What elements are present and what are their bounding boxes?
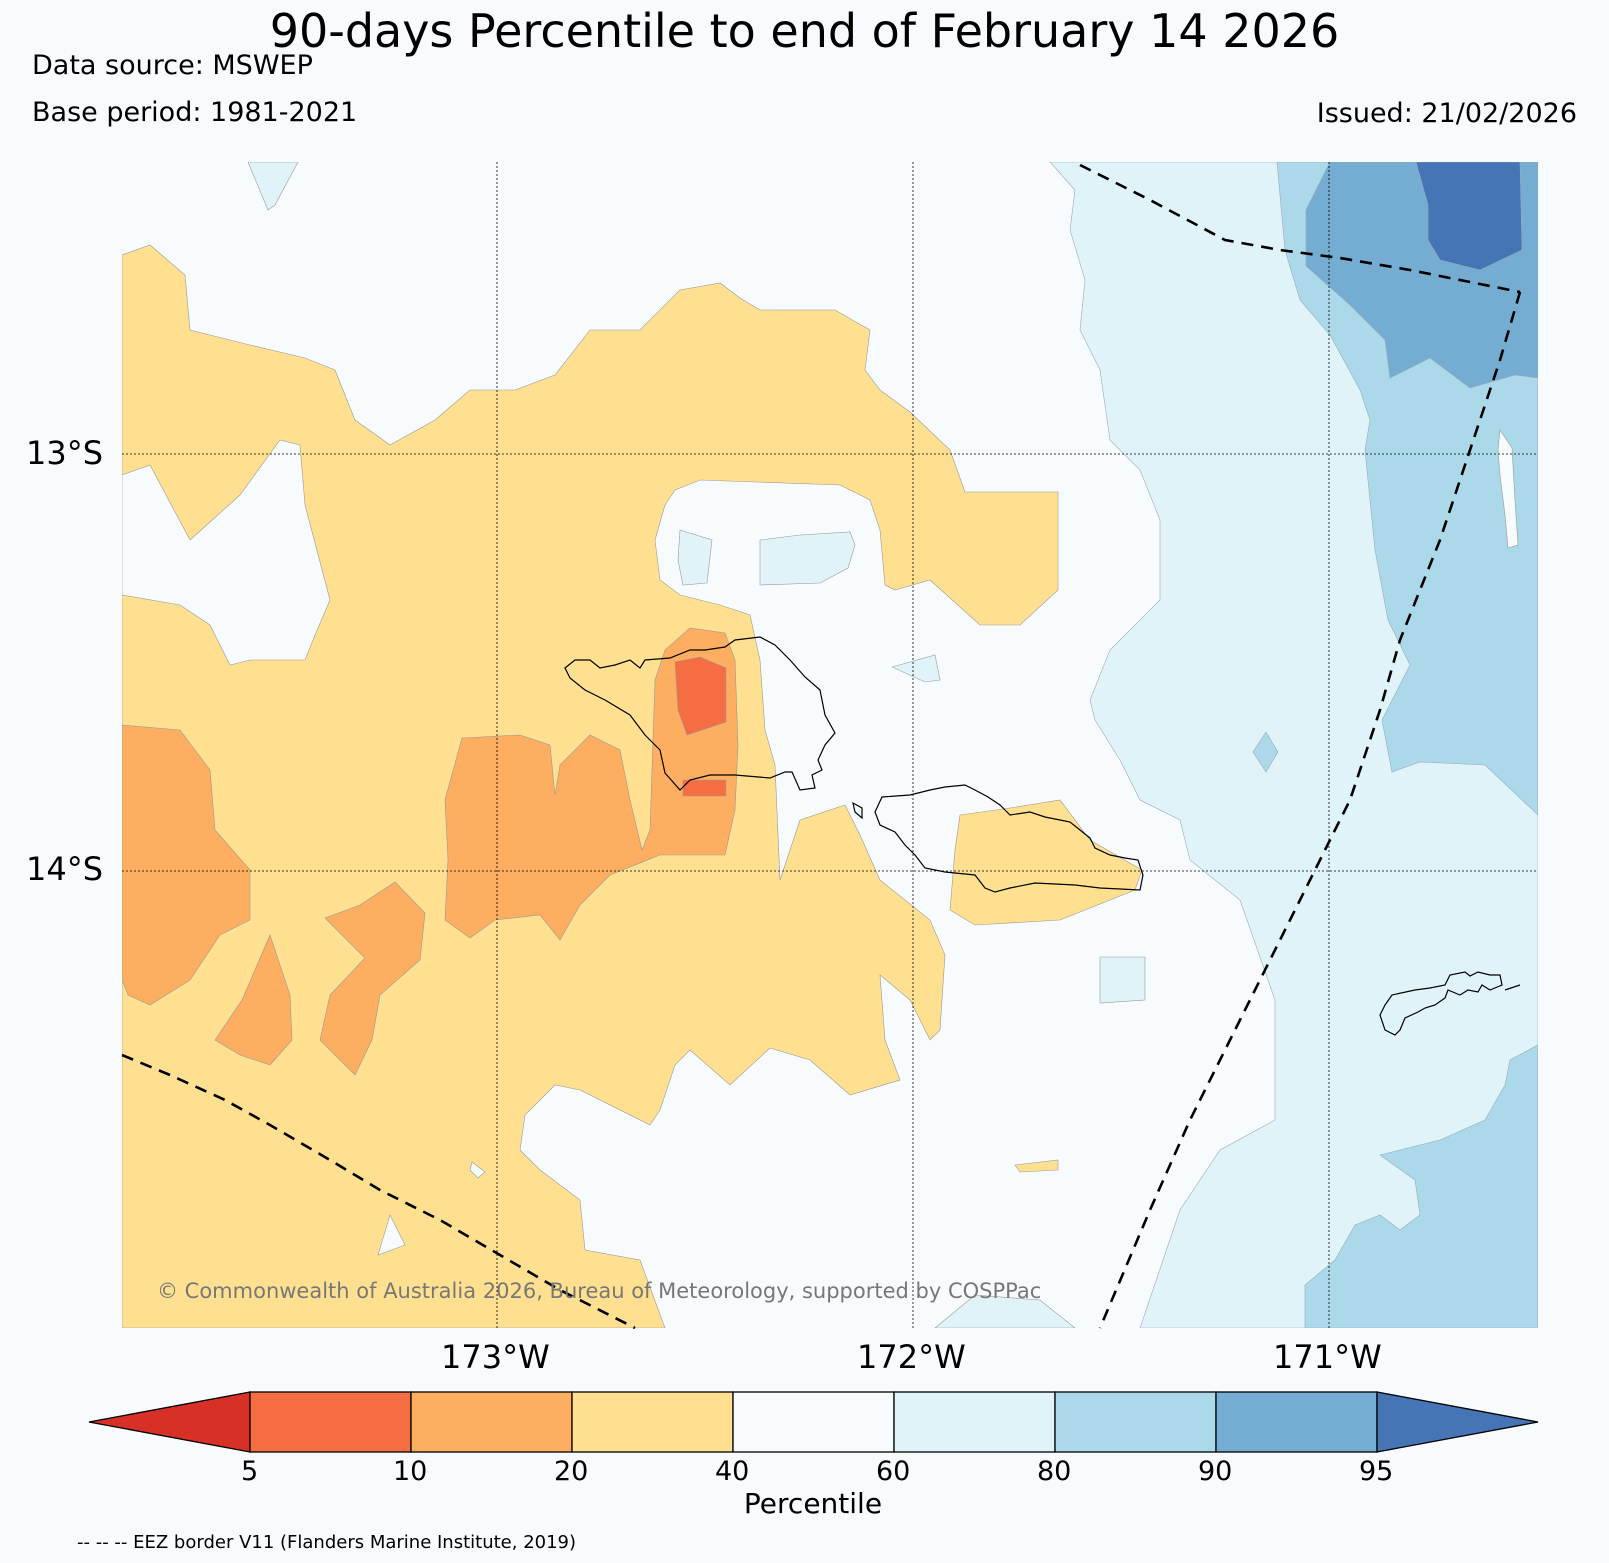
field-60-80-p6 [934, 1294, 1076, 1328]
savaii-coastline [564, 636, 836, 791]
colorbar-bin-60-80 [893, 1391, 1056, 1453]
colorbar-tick-40: 40 [715, 1456, 750, 1487]
colorbar-tick-90: 90 [1198, 1456, 1233, 1487]
colorbar-bin-40-60 [732, 1391, 895, 1453]
colorbar-tick-80: 80 [1037, 1456, 1072, 1487]
field-5-10-b [682, 779, 727, 797]
field-40-60-hole-east [1497, 429, 1519, 549]
colorbar-bin-90-95 [1215, 1391, 1378, 1453]
tutuila-tail [1504, 984, 1521, 991]
field-60-80-p5 [1099, 956, 1146, 1004]
tutuila-coastline [1379, 971, 1503, 1036]
field-40-60-hole-small2 [377, 1214, 406, 1256]
colorbar-tick-5: 5 [241, 1456, 259, 1487]
field-60-80-p2 [677, 529, 713, 586]
eez-borders [121, 163, 1522, 1330]
field-10-20-ridge [444, 627, 739, 941]
colorbar-bin-5-10 [249, 1391, 412, 1453]
colorbar-bin-80-90 [1054, 1391, 1217, 1453]
lon-label-171w: 171°W [1273, 1338, 1382, 1376]
field-80-90-patch [1252, 731, 1279, 773]
field-10-20-west [122, 724, 251, 1006]
coastlines [564, 636, 1521, 1036]
colorbar [88, 1391, 1539, 1453]
eez-border-north [1079, 163, 1521, 294]
contour-fields [122, 162, 1538, 1328]
colorbar-tick-10: 10 [393, 1456, 428, 1487]
base-period-label: Base period: 1981-2021 [32, 97, 358, 128]
eez-note: -- -- -- EEZ border V11 (Flanders Marine… [77, 1532, 577, 1553]
field-20-40-patch [1014, 1159, 1059, 1173]
field-60-80-p4 [891, 654, 941, 683]
field-80-90-south [1304, 1044, 1538, 1328]
colorbar-tick-60: 60 [876, 1456, 911, 1487]
colorbar-extend-high [1376, 1391, 1539, 1453]
colorbar-title: Percentile [743, 1487, 883, 1520]
lon-label-173w: 173°W [441, 1338, 550, 1376]
field-above-95 [1415, 162, 1523, 271]
copyright-text: © Commonwealth of Australia 2026, Bureau… [157, 1279, 1041, 1303]
field-60-80-p1 [247, 162, 299, 211]
lon-label-172w: 172°W [857, 1338, 966, 1376]
field-10-20-sw2 [319, 881, 426, 1076]
field-60-80-p3 [759, 531, 856, 586]
map-title: 90-days Percentile to end of February 14… [269, 4, 1340, 58]
manono-coastline [852, 801, 863, 820]
data-source-label: Data source: MSWEP [32, 50, 313, 81]
lat-label-14s: 14°S [26, 850, 104, 888]
field-40-60-hole-west [122, 439, 331, 666]
colorbar-extend-low [88, 1391, 251, 1453]
issued-date-label: Issued: 21/02/2026 [1316, 98, 1577, 129]
field-10-20-sw1 [214, 934, 293, 1066]
lat-label-13s: 13°S [26, 434, 104, 472]
colorbar-bin-20-40 [571, 1391, 734, 1453]
colorbar-tick-20: 20 [554, 1456, 589, 1487]
colorbar-tick-95: 95 [1359, 1456, 1394, 1487]
field-40-60-hole-small1 [469, 1161, 486, 1179]
colorbar-bin-10-20 [410, 1391, 573, 1453]
upolu-coastline [874, 784, 1144, 893]
graticule [122, 162, 1538, 1328]
eez-border-southwest [121, 1053, 636, 1330]
field-5-10-a [674, 656, 727, 736]
